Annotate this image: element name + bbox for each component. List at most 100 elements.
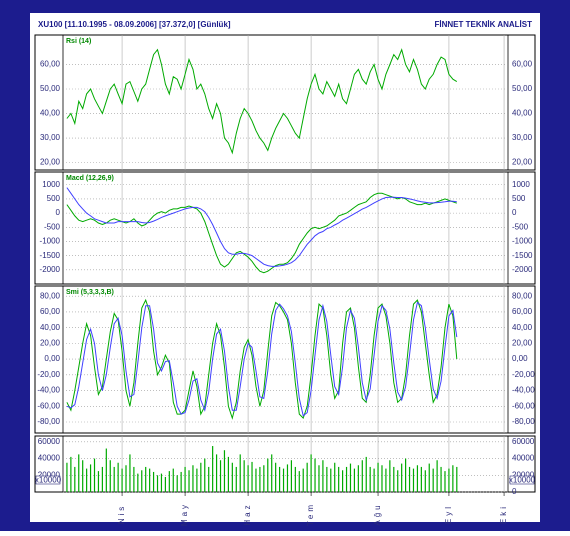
volume-bar (235, 466, 237, 492)
volume-bar (105, 448, 107, 492)
volume-bar (152, 471, 155, 492)
header-right: FİNNET TEKNİK ANALİST (435, 20, 533, 29)
volume-bar (330, 468, 332, 492)
panel-label: Macd (12,26,9) (66, 175, 114, 182)
volume-bar (212, 446, 214, 492)
plot-frame (62, 285, 509, 434)
y-tick-label-right: 80,00 (512, 291, 533, 300)
unit-box-right (509, 475, 535, 485)
volume-bar (66, 462, 68, 492)
volume-bar (160, 473, 163, 492)
y-tick-label-left: 1000 (42, 180, 60, 189)
volume-bar (271, 454, 273, 492)
y-tick-label-left: 30,00 (40, 133, 61, 142)
volume-bar (286, 464, 289, 492)
volume-bar (184, 466, 186, 492)
volume-bar (310, 454, 312, 492)
x-tick-label: Nis (117, 504, 126, 525)
y-tick-label-left: -1500 (40, 251, 61, 260)
y-tick-label-left: 40,00 (40, 109, 61, 118)
y-tick-label-right: 40,00 (512, 109, 533, 118)
y-tick-label-left: -2000 (40, 265, 61, 274)
y-tick-label-right: 30,00 (512, 133, 533, 142)
volume-bar (401, 463, 403, 492)
y-tick-label-left: 60,00 (40, 307, 61, 316)
volume-bar (389, 460, 391, 492)
volume-bar (381, 465, 383, 492)
volume-bar (231, 462, 233, 492)
y-tick-label-left: 20,00 (40, 158, 61, 167)
volume-bar (259, 466, 261, 492)
panel-label: Rsi (14) (66, 38, 91, 45)
y-tick-label-right: 0 (512, 487, 517, 496)
volume-bar (78, 454, 80, 492)
y-tick-label-right: 1000 (512, 180, 530, 189)
x-tick-label: Ağu (373, 502, 382, 525)
volume-bar (82, 460, 84, 492)
plot-frame (62, 34, 509, 171)
volume-bar (322, 460, 324, 492)
volume-bar (172, 468, 174, 492)
volume-bar (156, 475, 159, 492)
volume-bar (314, 458, 316, 492)
y-tick-label-left: 20,00 (40, 338, 61, 347)
volume-bar (133, 466, 135, 492)
volume-bar (113, 466, 115, 492)
volume-bar (176, 475, 178, 492)
y-tick-label-left: -60,00 (37, 401, 60, 410)
volume-bar (393, 466, 395, 492)
volume-bar (227, 456, 229, 492)
volume-bar (239, 454, 241, 492)
volume-bar (338, 466, 340, 492)
volume-bar (302, 468, 304, 492)
y-tick-label-right: 20000 (512, 470, 535, 479)
volume-bar (180, 471, 182, 492)
series-line (66, 48, 458, 155)
volume-bar (334, 462, 336, 492)
y-tick-label-right: 500 (512, 194, 526, 203)
y-tick-label-right: -500 (512, 222, 529, 231)
volume-bar (412, 468, 415, 492)
y-tick-label-left: 0,00 (44, 354, 60, 363)
volume-bar (282, 468, 285, 492)
volume-bar (188, 470, 190, 492)
volume-bar (349, 463, 352, 492)
volume-bar (420, 466, 422, 492)
volume-bar (204, 458, 206, 492)
volume-bar (89, 464, 92, 492)
unit-label-right: x10000 (509, 476, 536, 485)
volume-bar (70, 456, 72, 492)
volume-bar (306, 462, 308, 492)
volume-bar (397, 470, 399, 492)
volume-bar (125, 465, 127, 492)
volume-bar (251, 461, 253, 492)
y-tick-label-right: -40,00 (512, 386, 535, 395)
volume-bar (345, 466, 348, 492)
y-tick-label-left: -40,00 (37, 386, 60, 395)
y-tick-label-left: -500 (44, 222, 61, 231)
volume-bar (208, 466, 210, 492)
volume-bar (408, 466, 411, 492)
volume-bar (243, 460, 245, 492)
y-tick-label-left: 80,00 (40, 291, 61, 300)
volume-bar (219, 460, 222, 492)
plot-frame (62, 171, 509, 285)
volume-bar (192, 465, 194, 492)
volume-bar (93, 458, 96, 492)
y-tick-label-left: -1000 (40, 237, 61, 246)
y-tick-label-left: 50,00 (40, 84, 61, 93)
volume-bar (373, 468, 375, 492)
y-tick-label-right: 60,00 (512, 60, 533, 69)
volume-bar (278, 466, 281, 492)
y-tick-label-left: 60,00 (40, 60, 61, 69)
y-tick-label-left: 40,00 (40, 323, 61, 332)
volume-bar (86, 468, 88, 492)
volume-bar (444, 471, 446, 492)
panel-frame (34, 171, 536, 285)
volume-bar (357, 465, 359, 492)
y-tick-label-right: 0,00 (512, 354, 528, 363)
volume-bar (129, 454, 131, 492)
volume-bar (247, 465, 249, 492)
panel-label: Smi (5,3,3,3,B) (66, 289, 114, 296)
volume-bar (377, 462, 379, 492)
